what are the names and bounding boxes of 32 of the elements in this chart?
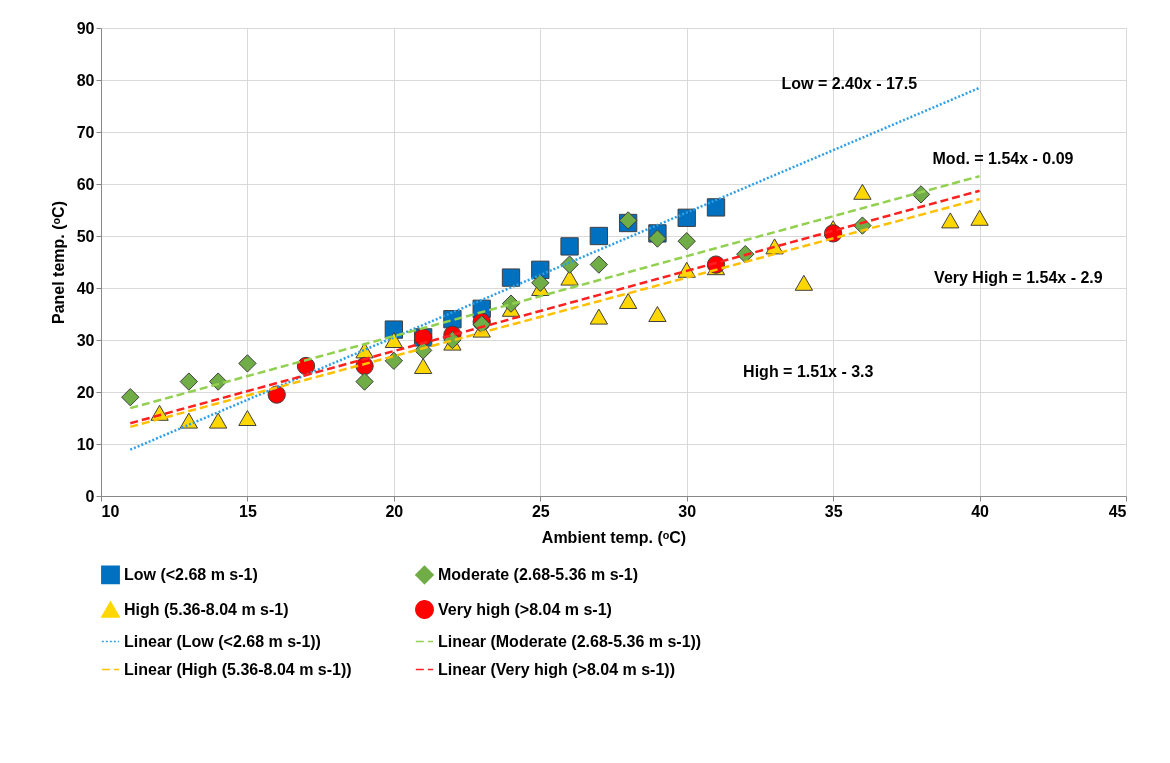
y-tick-label: 50: [76, 227, 95, 245]
x-tick-label: 15: [239, 502, 257, 520]
legend-label: Linear (High (5.36-8.04 m s-1)): [124, 660, 352, 678]
y-axis-title: Panel temp. (ᵒC): [49, 200, 67, 325]
annotation: Mod. = 1.54x - 0.09: [932, 150, 1074, 168]
x-tick-label: 45: [1108, 502, 1127, 520]
y-tick-label: 40: [76, 279, 95, 297]
y-tick-label: 70: [76, 123, 95, 141]
x-tick-label: 30: [678, 502, 697, 520]
y-tick-label: 80: [76, 71, 95, 89]
legend-label: Linear (Moderate (2.68-5.36 m s-1)): [438, 632, 702, 650]
x-axis-title: Ambient temp. (ᵒC): [541, 528, 687, 546]
x-tick-label: 20: [385, 502, 404, 520]
x-tick-label: 10: [101, 502, 120, 520]
legend-label: High (5.36-8.04 m s-1): [124, 600, 289, 618]
x-tick-label: 40: [971, 502, 990, 520]
y-tick-label: 20: [76, 383, 95, 401]
legend-label: Linear (Very high (>8.04 m s-1)): [438, 660, 675, 678]
x-tick-label: 25: [531, 502, 550, 520]
annotation: Very High = 1.54x - 2.9: [934, 269, 1103, 287]
y-tick-label: 10: [76, 435, 95, 453]
annotation: Low = 2.40x - 17.5: [781, 75, 918, 93]
x-tick-label: 35: [824, 502, 843, 520]
y-tick-label: 0: [85, 487, 95, 505]
y-tick-label: 90: [76, 19, 95, 37]
legend-label: Linear (Low (<2.68 m s-1)): [124, 632, 321, 650]
legend-label: Low (<2.68 m s-1): [124, 565, 258, 583]
annotation: High = 1.51x - 3.3: [743, 362, 874, 380]
y-tick-label: 30: [76, 331, 95, 349]
legend-label: Very high (>8.04 m s-1): [438, 600, 612, 618]
y-tick-label: 60: [76, 175, 95, 193]
legend-label: Moderate (2.68-5.36 m s-1): [438, 565, 639, 583]
